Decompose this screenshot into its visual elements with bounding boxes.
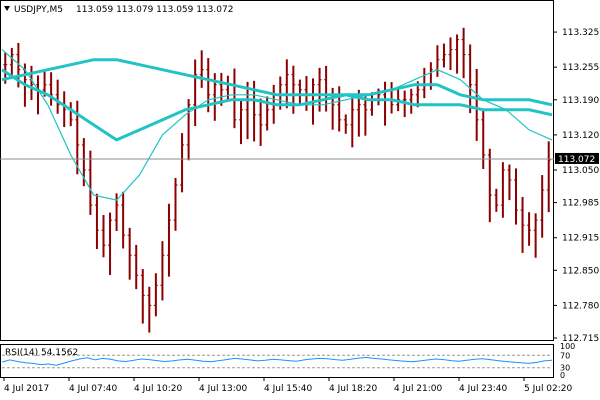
x-tick-label: 4 Jul 10:20 (134, 384, 183, 394)
price-bar (199, 50, 204, 88)
y-tick-label: 113.255 (562, 63, 599, 73)
current-price-label: 113.072 (558, 155, 595, 165)
price-bar (127, 227, 132, 280)
x-tick-label: 4 Jul 07:40 (69, 384, 118, 394)
moving-average-line (1, 49, 553, 201)
y-tick-label: 113.325 (562, 28, 599, 38)
moving-averages (1, 49, 553, 201)
price-bar (55, 79, 60, 114)
y-tick-label: 112.780 (562, 301, 599, 311)
x-tick-label: 4 Jul 23:40 (459, 384, 508, 394)
y-tick-label: 113.190 (562, 96, 599, 106)
price-bar (527, 212, 532, 246)
price-bar (9, 47, 14, 76)
y-tick-label: 112.915 (562, 234, 599, 244)
price-bar (487, 148, 492, 223)
price-bar (389, 82, 394, 114)
price-bar (468, 44, 473, 114)
price-bar (461, 27, 466, 79)
price-bar (409, 88, 414, 114)
dropdown-triangle-icon[interactable] (4, 6, 10, 11)
price-bar (474, 68, 479, 141)
x-tick-label: 4 Jul 13:00 (199, 384, 248, 394)
y-tick-label: 112.715 (562, 334, 599, 344)
price-bar (225, 75, 230, 101)
price-bar (513, 168, 518, 225)
rsi-level-label: 0 (560, 371, 565, 380)
price-bar (219, 72, 224, 106)
price-bar (448, 37, 453, 71)
x-tick-label: 4 Jul 18:20 (329, 384, 378, 394)
y-axis: 113.325 113.255 113.190 113.120 113.050 112.9… (553, 28, 599, 344)
price-bar (134, 244, 139, 290)
ohlc-label: 113.059 113.079 113.059 113.072 (76, 5, 233, 15)
price-bar (180, 133, 185, 193)
price-bar (284, 59, 289, 109)
price-bar (507, 164, 512, 201)
price-bar (396, 87, 401, 112)
price-bar (68, 102, 73, 127)
rsi-level-label: 30 (560, 364, 570, 373)
price-bar (108, 212, 113, 275)
y-tick-label: 112.985 (562, 199, 599, 209)
price-bar (520, 196, 525, 253)
x-tick-label: 4 Jul 15:40 (264, 384, 313, 394)
price-bar (62, 91, 67, 128)
rsi-level-label: 70 (560, 351, 570, 360)
x-tick-label: 5 Jul 02:20 (524, 384, 573, 394)
price-bar (500, 162, 505, 218)
price-bar (291, 65, 296, 114)
price-bar (238, 100, 243, 145)
symbol-label: USDJPY,M5 (14, 5, 63, 15)
price-bar (350, 94, 355, 148)
price-bar (435, 45, 440, 77)
price-bar (160, 241, 165, 301)
x-tick-label: 4 Jul 21:00 (394, 384, 443, 394)
y-tick-label: 113.120 (562, 131, 599, 141)
price-bar (140, 269, 145, 324)
price-bar (540, 175, 545, 238)
price-bar (546, 141, 551, 213)
price-bar (88, 150, 93, 215)
x-axis: 4 Jul 2017 4 Jul 07:40 4 Jul 10:20 4 Jul 13… (3, 378, 573, 394)
price-bar (193, 59, 198, 127)
rsi-label: RSI(14) 54.1562 (5, 348, 78, 358)
moving-average-line (1, 68, 553, 142)
price-bar (533, 213, 538, 258)
y-tick-label: 112.850 (562, 266, 599, 276)
price-bar (297, 79, 302, 104)
price-bar (173, 177, 178, 231)
price-bar (101, 215, 106, 258)
price-bar (121, 191, 126, 249)
price-bar (49, 72, 54, 106)
price-bar (94, 193, 99, 249)
price-bar (481, 110, 486, 169)
price-bar (245, 81, 250, 140)
price-bar (147, 286, 152, 333)
moving-average-line (1, 58, 553, 117)
price-bar (258, 98, 263, 146)
rsi-level-label: 100 (560, 342, 575, 351)
price-bar (422, 67, 427, 99)
y-tick-label: 113.050 (562, 166, 599, 176)
price-bar (36, 75, 41, 115)
price-bar (337, 86, 342, 132)
price-bar (153, 273, 158, 317)
price-bar (363, 96, 368, 136)
rsi-pane-frame (0, 344, 554, 378)
price-bar (441, 43, 446, 68)
price-bar (206, 58, 211, 113)
price-bar (383, 81, 388, 126)
price-bar (494, 188, 499, 212)
price-bar (166, 203, 171, 277)
x-tick-label: 4 Jul 2017 (4, 384, 49, 394)
current-price-marker (555, 152, 599, 164)
rsi-line (1, 356, 553, 366)
price-bar (343, 114, 348, 134)
price-bar (455, 34, 460, 74)
